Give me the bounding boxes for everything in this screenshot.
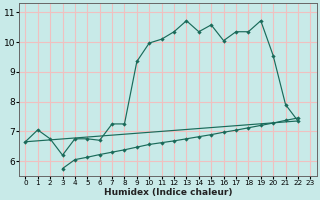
X-axis label: Humidex (Indice chaleur): Humidex (Indice chaleur) (104, 188, 232, 197)
